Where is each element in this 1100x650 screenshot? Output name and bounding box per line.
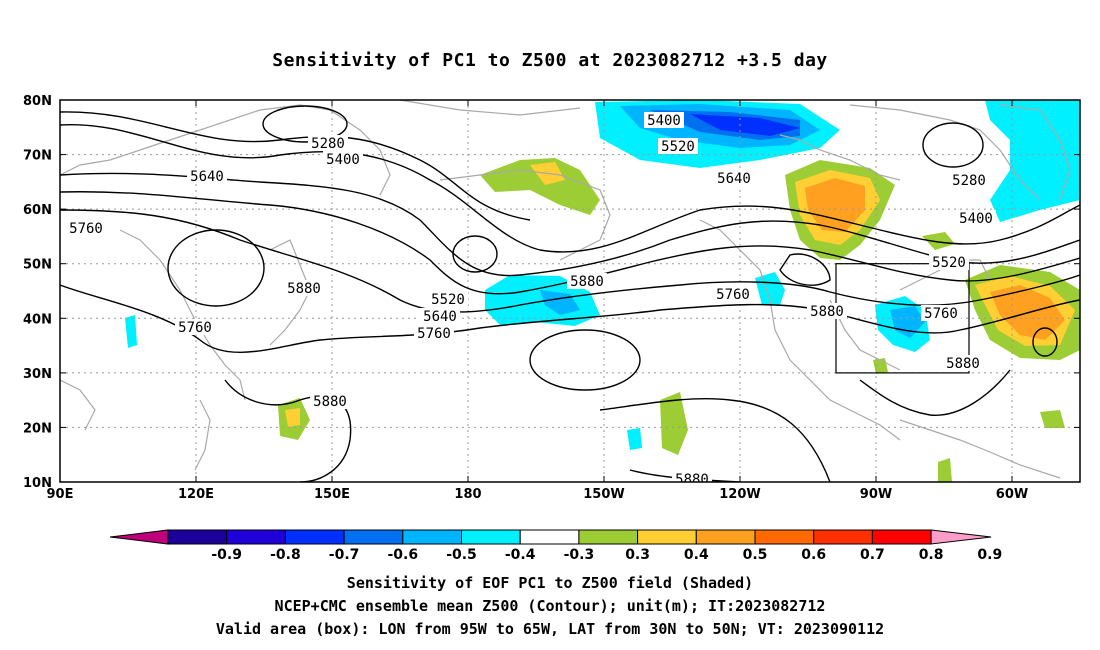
colorbar-swatch [813, 529, 873, 545]
lon-label: 150E [314, 487, 350, 502]
colorbar-label: 0.9 [977, 547, 1002, 563]
colorbar: -0.9 -0.8 -0.7 -0.6 -0.5 -0.4 -0.3 0.3 0.4 0.5 0.6… [109, 529, 1002, 563]
lat-label: 40N [23, 312, 52, 327]
shade-yellow-wpac [285, 408, 300, 427]
lon-label: 150W [583, 487, 624, 502]
contour-label: 5520 [661, 139, 695, 155]
coastlines [60, 100, 1071, 479]
shade-cyan-small-1 [125, 315, 137, 348]
colorbar-swatch [402, 529, 462, 545]
colorbar-label: 0.7 [860, 547, 885, 563]
shade-cyan-small-2 [627, 428, 642, 450]
colorbar-swatch [226, 529, 286, 545]
shade-green-alaska [480, 158, 600, 215]
colorbar-low-cap [109, 529, 169, 545]
contour-label: 5280 [952, 173, 986, 189]
shade-green-midatl [1040, 410, 1065, 428]
colorbar-label: 0.3 [625, 547, 650, 563]
lat-label: 70N [23, 149, 52, 164]
footer-line-1: Sensitivity of EOF PC1 to Z500 field (Sh… [346, 574, 754, 592]
colorbar-swatch [637, 529, 697, 545]
lon-label: 120W [719, 487, 760, 502]
colorbar-label: -0.9 [211, 547, 242, 563]
colorbar-label: -0.3 [564, 547, 595, 563]
lon-label: 90W [860, 487, 892, 502]
contour-label: 5640 [190, 169, 224, 185]
colorbar-swatch [461, 529, 521, 545]
shade-green-labrador [922, 232, 955, 250]
contour-label: 5880 [313, 394, 347, 410]
contour-labels: 5280 5400 5640 5760 5880 5760 5880 5520 … [66, 112, 996, 488]
colorbar-high-cap [930, 529, 992, 545]
lon-label: 120E [178, 487, 214, 502]
colorbar-swatch [284, 529, 345, 545]
lat-label: 30N [23, 367, 52, 382]
colorbar-swatch [754, 529, 815, 545]
lat-labels: 80N 70N 60N 50N 40N 30N 20N 10N [23, 94, 52, 491]
contour-label: 5520 [431, 292, 465, 308]
lon-label: 180 [454, 487, 481, 502]
shade-cyan-pacific-mid [540, 290, 580, 315]
colorbar-label: 0.5 [743, 547, 768, 563]
contour-label: 5400 [326, 152, 360, 168]
footer-line-2: NCEP+CMC ensemble mean Z500 (Contour); u… [274, 597, 826, 615]
shade-green-caribbean [938, 458, 952, 482]
colorbar-swatch [519, 529, 580, 545]
contour-label: 5640 [717, 171, 751, 187]
contour-label: 5760 [69, 221, 103, 237]
colorbar-swatch [167, 529, 228, 545]
lat-label: 80N [23, 94, 52, 109]
chart-title: Sensitivity of PC1 to Z500 at 2023082712… [272, 50, 828, 71]
shade-orange-hudson [805, 178, 865, 232]
colorbar-label: 0.8 [919, 547, 944, 563]
lon-labels: 90E 120E 150E 180 150W 120W 90W 60W [47, 487, 1029, 502]
contour-label: 5400 [647, 113, 681, 129]
shade-blue-east [890, 306, 925, 338]
contour-label: 5880 [810, 304, 844, 320]
colorbar-swatch [343, 529, 404, 545]
colorbar-label: 0.6 [801, 547, 826, 563]
lat-label: 10N [23, 476, 52, 491]
colorbar-label: -0.7 [329, 547, 360, 563]
lat-label: 20N [23, 421, 52, 436]
shade-blue-arctic-deep [690, 114, 800, 136]
contour-label: 5400 [959, 211, 993, 227]
colorbar-label: -0.8 [270, 547, 301, 563]
lat-label: 60N [23, 203, 52, 218]
lon-label: 90E [47, 487, 74, 502]
contour-label: 5880 [287, 281, 321, 297]
map-frame [59, 99, 1081, 483]
shade-cyan-ne [985, 100, 1080, 222]
colorbar-label: -0.6 [387, 547, 418, 563]
map-area: 5280 5400 5640 5760 5880 5760 5880 5520 … [60, 100, 1080, 488]
contour-label: 5760 [178, 320, 212, 336]
colorbar-swatch [695, 529, 756, 545]
contour-label: 5640 [423, 309, 457, 325]
colorbar-label: -0.5 [446, 547, 477, 563]
contour-label: 5880 [946, 356, 980, 372]
contour-label: 5280 [311, 136, 345, 152]
contour-label: 5760 [417, 326, 451, 342]
contour-label: 5880 [570, 274, 604, 290]
colorbar-swatch [871, 529, 932, 545]
contour-label: 5760 [716, 287, 750, 303]
contour-label: 5760 [924, 306, 958, 322]
colorbar-label: -0.4 [505, 547, 536, 563]
contour-label: 5880 [675, 472, 709, 488]
contour-label: 5520 [932, 255, 966, 271]
footer-line-3: Valid area (box): LON from 95W to 65W, L… [215, 620, 885, 638]
colorbar-swatch [578, 529, 639, 545]
lon-label: 60W [996, 487, 1028, 502]
lat-label: 50N [23, 258, 52, 273]
shade-green-epac [660, 392, 688, 455]
colorbar-label: 0.4 [684, 547, 709, 563]
axis-ticks [60, 99, 1080, 483]
shade-cyan-rockies [755, 272, 785, 305]
